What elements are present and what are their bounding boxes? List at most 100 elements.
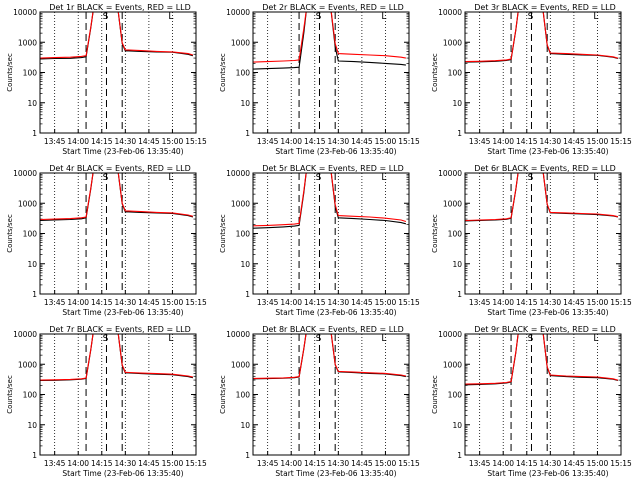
- x-tick-label: 13:45: [44, 298, 66, 307]
- y-tick-label: 10: [27, 260, 37, 269]
- x-tick-label: 14:45: [563, 137, 585, 146]
- annotation-s: S: [316, 173, 322, 183]
- x-tick-label: 13:45: [257, 459, 279, 468]
- x-tick-label: 14:15: [304, 459, 326, 468]
- x-tick-label: 13:45: [44, 137, 66, 146]
- annotation-s: S: [103, 173, 109, 183]
- annotation-s: S: [103, 12, 109, 22]
- x-tick-label: 14:15: [304, 298, 326, 307]
- plot-frame: [39, 11, 197, 134]
- y-tick-label: 10000: [438, 8, 462, 17]
- x-tick-label: 14:30: [115, 459, 137, 468]
- panel-title: Det 4r BLACK = Events, RED = LLD: [49, 164, 191, 173]
- annotation-s: S: [316, 12, 322, 22]
- x-tick-label: 14:00: [280, 298, 302, 307]
- panel-title: Det 3r BLACK = Events, RED = LLD: [474, 3, 616, 12]
- x-tick-label: 14:15: [304, 137, 326, 146]
- series-events-line: [465, 12, 619, 63]
- x-tick-label: 14:15: [91, 459, 113, 468]
- x-tick-label: 14:45: [351, 459, 373, 468]
- plot-frame: [252, 172, 410, 295]
- panel-title: Det 1r BLACK = Events, RED = LLD: [49, 3, 191, 12]
- x-tick-label: 14:30: [540, 137, 562, 146]
- series-lld-line: [40, 12, 194, 59]
- x-tick-label: 14:30: [115, 137, 137, 146]
- x-tick-label: 13:45: [44, 459, 66, 468]
- x-tick-label: 14:15: [516, 137, 538, 146]
- annotation-s: S: [528, 334, 534, 344]
- x-axis-label: Start Time (23-Feb-06 13:35:40): [487, 308, 608, 317]
- y-tick-label: 100: [236, 230, 251, 239]
- x-tick-label: 14:45: [138, 459, 160, 468]
- plot-frame: [464, 333, 622, 456]
- plot-frame: [252, 11, 410, 134]
- y-tick-label: 1: [32, 451, 37, 460]
- y-axis-label: Counts/sec: [6, 53, 14, 92]
- x-tick-label: 13:45: [257, 137, 279, 146]
- plot-frame: [39, 172, 197, 295]
- x-tick-label: 15:00: [375, 459, 397, 468]
- x-axis-label: Start Time (23-Feb-06 13:35:40): [275, 469, 396, 478]
- y-tick-label: 100: [448, 230, 463, 239]
- x-tick-label: 14:00: [67, 137, 89, 146]
- y-tick-label: 1000: [231, 38, 250, 47]
- y-axis-label: Counts/sec: [219, 214, 227, 253]
- y-axis-label: Counts/sec: [6, 214, 14, 253]
- annotation-l: L: [381, 173, 386, 183]
- annotation-s: S: [103, 334, 109, 344]
- x-tick-label: 15:00: [587, 137, 609, 146]
- panel-title: Det 2r BLACK = Events, RED = LLD: [262, 3, 404, 12]
- y-axis-label: Counts/sec: [219, 53, 227, 92]
- y-tick-label: 1000: [443, 360, 462, 369]
- x-tick-label: 15:15: [185, 137, 207, 146]
- y-tick-label: 10000: [13, 8, 37, 17]
- series-lld-line: [465, 173, 619, 222]
- series-lld-line: [253, 334, 407, 379]
- y-tick-label: 10: [240, 99, 250, 108]
- series-events-line: [253, 12, 406, 70]
- y-tick-label: 10000: [226, 330, 250, 339]
- x-tick-label: 15:00: [162, 298, 184, 307]
- x-tick-label: 14:45: [351, 298, 373, 307]
- x-tick-label: 14:30: [115, 298, 137, 307]
- y-tick-label: 10: [27, 421, 37, 430]
- y-tick-label: 10000: [438, 169, 462, 178]
- x-tick-label: 14:00: [67, 298, 89, 307]
- series-lld-line: [253, 173, 407, 227]
- annotation-l: L: [593, 334, 598, 344]
- x-tick-label: 14:00: [280, 137, 302, 146]
- y-tick-label: 10: [452, 260, 462, 269]
- y-tick-label: 100: [23, 69, 38, 78]
- y-tick-label: 1000: [231, 199, 250, 208]
- y-tick-label: 10: [240, 421, 250, 430]
- x-tick-label: 14:30: [540, 298, 562, 307]
- x-axis-label: Start Time (23-Feb-06 13:35:40): [62, 308, 183, 317]
- x-tick-label: 15:00: [162, 459, 184, 468]
- x-tick-label: 14:00: [67, 459, 89, 468]
- y-tick-label: 10000: [13, 169, 37, 178]
- x-tick-label: 14:45: [138, 298, 160, 307]
- series-lld-line: [253, 12, 407, 63]
- panel-det-2: 13:45 14:00 14:15 14:30 14:45 15:00 15:15 1 10 10…: [219, 3, 420, 156]
- annotation-l: L: [168, 173, 173, 183]
- series-lld-line: [465, 334, 619, 385]
- panel-title: Det 6r BLACK = Events, RED = LLD: [474, 164, 616, 173]
- y-tick-label: 1000: [231, 360, 250, 369]
- annotation-l: L: [593, 12, 598, 22]
- series-lld-line: [40, 334, 194, 381]
- x-tick-label: 15:00: [587, 459, 609, 468]
- x-axis-label: Start Time (23-Feb-06 13:35:40): [275, 147, 396, 156]
- y-tick-label: 100: [448, 69, 463, 78]
- y-tick-label: 1000: [18, 38, 37, 47]
- y-tick-label: 10: [240, 260, 250, 269]
- panel-det-3: 13:45 14:00 14:15 14:30 14:45 15:00 15:15 1 10 10…: [431, 3, 632, 156]
- x-tick-label: 15:00: [162, 137, 184, 146]
- y-tick-label: 100: [23, 230, 38, 239]
- annotation-l: L: [593, 173, 598, 183]
- y-tick-label: 1: [457, 129, 462, 138]
- x-tick-label: 14:15: [516, 459, 538, 468]
- series-events-line: [253, 173, 407, 229]
- x-tick-label: 14:15: [91, 137, 113, 146]
- x-tick-label: 14:00: [492, 459, 514, 468]
